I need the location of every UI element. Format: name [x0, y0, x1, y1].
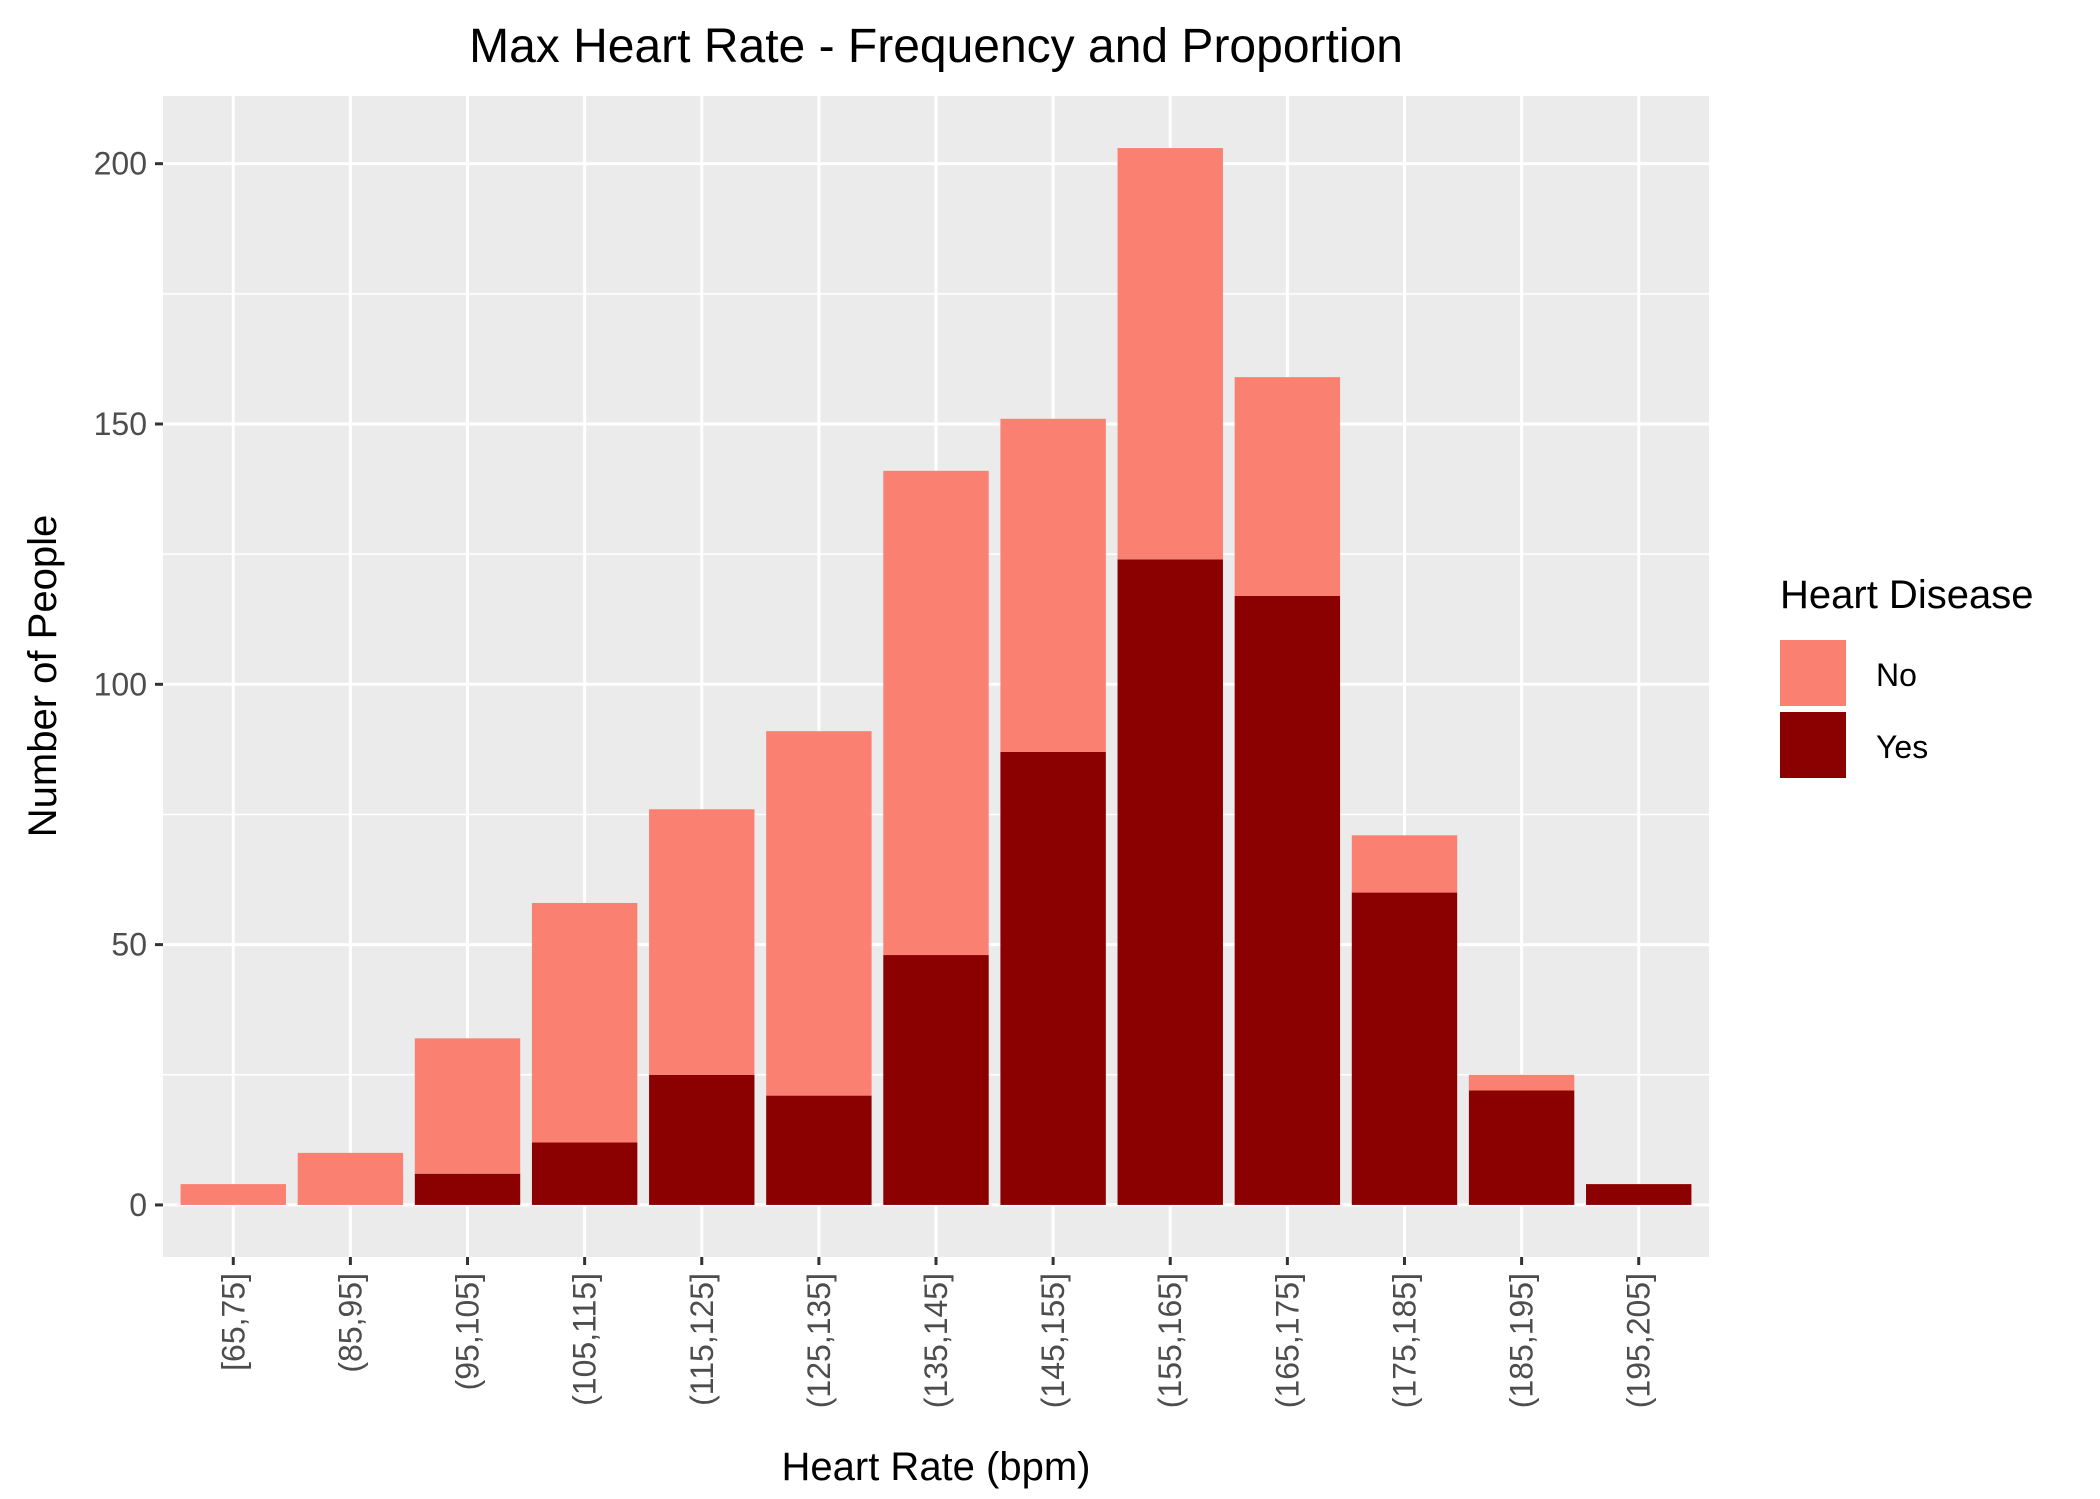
bar-no	[414, 1038, 521, 1174]
x-tick-label: (135,145]	[918, 1273, 954, 1408]
bar-yes	[414, 1173, 521, 1205]
y-tick-label: 200	[94, 146, 147, 182]
x-axis-title: Heart Rate (bpm)	[782, 1445, 1091, 1489]
bar-no	[180, 1184, 286, 1205]
bar-yes	[1234, 595, 1341, 1205]
bar-no	[297, 1152, 404, 1205]
bar-no	[1468, 1074, 1575, 1091]
bar-yes	[883, 955, 989, 1205]
bar-yes	[649, 1074, 755, 1205]
bar-yes	[1117, 559, 1223, 1205]
bar-yes	[1586, 1184, 1692, 1205]
bar-yes	[531, 1142, 638, 1205]
bar-yes	[1351, 892, 1458, 1205]
y-tick-label: 0	[129, 1187, 147, 1223]
bar-yes	[1468, 1090, 1575, 1205]
y-tick-label: 150	[94, 406, 147, 442]
legend-label-yes: Yes	[1876, 729, 1928, 765]
x-tick-label: [65,75]	[215, 1273, 251, 1371]
x-tick-label: (195,205]	[1621, 1273, 1657, 1408]
bar-no	[1234, 377, 1341, 596]
bar-no	[649, 809, 755, 1075]
y-tick-label: 50	[111, 927, 147, 963]
x-tick-label: (165,175]	[1269, 1273, 1305, 1408]
x-tick-label: (125,135]	[801, 1273, 837, 1408]
bar-no	[1117, 148, 1223, 560]
bar-no	[531, 902, 638, 1143]
legend-title: Heart Disease	[1780, 573, 2033, 617]
legend-key-no	[1780, 640, 1846, 706]
bar-no	[883, 470, 989, 956]
x-tick-label: (145,155]	[1035, 1273, 1071, 1408]
x-tick-label: (105,115]	[567, 1273, 603, 1406]
x-tick-label: (115,125]	[684, 1273, 720, 1406]
x-axis: [65,75] (85,95] (95,105] (105,115] (115,125]…	[215, 1257, 1657, 1408]
legend: Heart Disease No Yes	[1780, 573, 2033, 778]
bar-no	[1351, 835, 1458, 893]
x-tick-label: (95,105]	[450, 1273, 486, 1390]
chart-title: Max Heart Rate - Frequency and Proportio…	[469, 20, 1403, 73]
x-tick-label: (175,185]	[1386, 1273, 1422, 1408]
x-tick-label: (185,195]	[1504, 1273, 1540, 1408]
bar-yes	[766, 1095, 872, 1205]
y-tick-label: 100	[94, 666, 147, 702]
bars	[180, 148, 1692, 1205]
legend-label-no: No	[1876, 657, 1917, 693]
bar-yes	[1000, 751, 1106, 1205]
legend-key-yes	[1780, 712, 1846, 778]
bar-no	[766, 731, 872, 1096]
y-axis: 0 50 100 150 200	[94, 146, 163, 1223]
x-tick-label: (155,165]	[1152, 1273, 1188, 1408]
x-tick-label: (85,95]	[332, 1273, 368, 1373]
y-axis-title: Number of People	[21, 515, 65, 837]
bar-no	[1000, 418, 1106, 752]
